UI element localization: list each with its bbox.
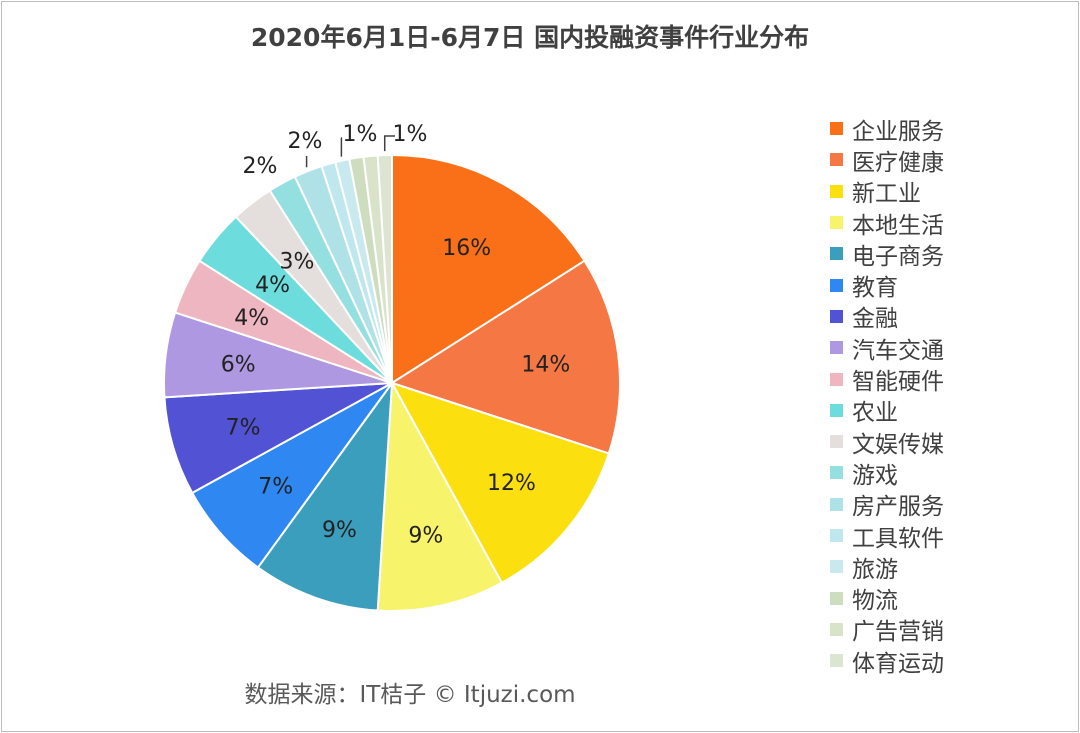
legend-label: 本地生活 [852, 212, 944, 239]
legend-swatch [830, 153, 843, 167]
legend-item: 智能硬件 [830, 363, 944, 396]
legend-swatch [830, 529, 843, 542]
data-label-14: 1% [343, 122, 378, 147]
legend-swatch [830, 184, 843, 198]
legend-label: 汽车交通 [852, 337, 944, 364]
legend-swatch [830, 309, 843, 323]
pie-slice-0 [391, 153, 586, 385]
data-label-6: 7% [226, 415, 261, 440]
legend-label: 房产服务 [852, 494, 944, 521]
legend-item: 新工业 [830, 176, 944, 207]
legend-label: 新工业 [852, 181, 921, 208]
legend-item: 房产服务 [830, 489, 944, 520]
legend-swatch [830, 122, 843, 136]
legend-item: 体育运动 [830, 645, 944, 677]
legend-swatch [830, 403, 843, 417]
pie-slice-1 [389, 259, 621, 455]
legend: 企业服务医疗健康新工业本地生活电子商务教育金融汽车交通智能硬件农业文娱传媒游戏房… [830, 113, 944, 677]
legend-swatch [830, 622, 843, 636]
legend-item: 教育 [830, 269, 944, 302]
data-label-10: 3% [280, 249, 315, 274]
legend-label: 文娱传媒 [852, 431, 944, 458]
legend-label: 企业服务 [852, 118, 944, 145]
legend-item: 金融 [830, 301, 944, 332]
legend-swatch [830, 372, 843, 386]
legend-label: 医疗健康 [852, 149, 944, 176]
data-label-17: 1% [393, 122, 428, 147]
legend-swatch [830, 497, 843, 511]
source-note: 数据来源：IT桔子 © Itjuzi.com [244, 682, 576, 708]
pie-slice-2 [389, 381, 611, 585]
pie-slice-3 [376, 379, 504, 612]
legend-item: 汽车交通 [830, 332, 944, 364]
data-label-12: 2% [288, 129, 323, 154]
legend-item: 广告营销 [830, 614, 944, 645]
legend-label: 教育 [852, 275, 898, 302]
legend-label: 电子商务 [852, 243, 944, 270]
legend-swatch [830, 591, 843, 605]
data-label-8: 4% [234, 306, 269, 331]
legend-item: 医疗健康 [830, 144, 944, 176]
legend-swatch [830, 435, 843, 449]
legend-label: 工具软件 [852, 525, 944, 552]
legend-item: 文娱传媒 [830, 426, 944, 458]
legend-swatch [830, 654, 843, 668]
data-label-9: 4% [255, 273, 290, 298]
legend-item: 工具软件 [830, 520, 944, 552]
legend-label: 体育运动 [852, 650, 944, 677]
legend-label: 物流 [852, 588, 898, 615]
legend-label: 旅游 [852, 556, 898, 583]
legend-label: 金融 [852, 306, 898, 333]
legend-label: 广告营销 [852, 619, 944, 646]
legend-swatch [830, 560, 843, 574]
data-label-5: 7% [258, 475, 293, 500]
legend-swatch [830, 278, 843, 292]
legend-label: 农业 [852, 400, 898, 427]
legend-item: 本地生活 [830, 207, 944, 239]
legend-swatch [830, 341, 843, 355]
data-label-0: 16% [442, 236, 491, 261]
legend-item: 游戏 [830, 457, 944, 489]
leader-line-17 [383, 135, 395, 152]
data-label-11: 2% [243, 154, 278, 179]
legend-item: 旅游 [830, 551, 944, 583]
legend-item: 农业 [830, 395, 944, 426]
data-label-2: 12% [487, 471, 536, 496]
legend-item: 企业服务 [830, 113, 944, 145]
chart-title: 2020年6月1日-6月7日 国内投融资事件行业分布 [250, 23, 810, 52]
legend-swatch [830, 247, 843, 261]
pie-slice-17 [376, 153, 393, 384]
legend-swatch [830, 466, 843, 480]
pie-slice-4 [256, 379, 394, 612]
data-label-3: 9% [408, 523, 443, 548]
data-label-7: 6% [221, 353, 256, 378]
data-label-4: 9% [322, 518, 357, 543]
data-label-1: 14% [521, 353, 570, 378]
legend-item: 电子商务 [830, 238, 944, 270]
legend-swatch [830, 216, 843, 230]
legend-label: 游戏 [852, 462, 898, 489]
legend-label: 智能硬件 [852, 369, 944, 396]
legend-item: 物流 [830, 582, 944, 615]
